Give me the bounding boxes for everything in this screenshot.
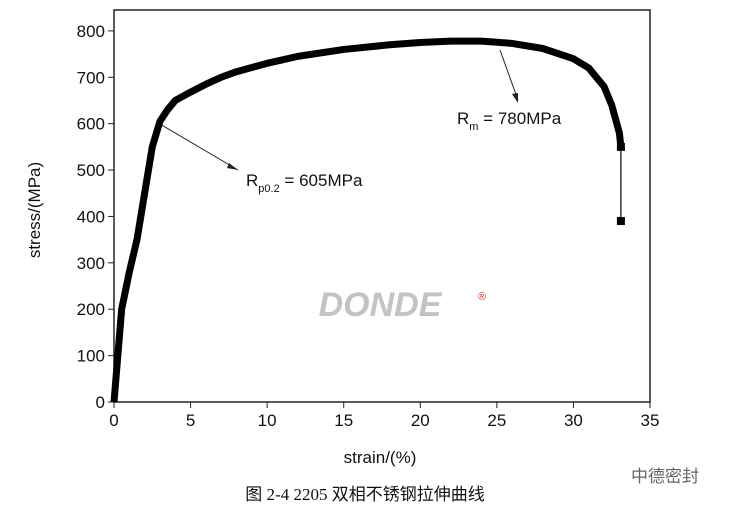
caption: 图 2-4 2205 双相不锈钢拉伸曲线 — [245, 485, 484, 504]
y-tick-label: 200 — [77, 300, 105, 319]
annotation-sub: p0.2 — [258, 183, 279, 195]
x-tick-label: 10 — [258, 411, 277, 430]
annotation: Rm = 780MPa — [457, 109, 562, 133]
y-tick-label: 600 — [77, 115, 105, 134]
annotation-rest: = 780MPa — [478, 109, 561, 128]
y-tick-label: 300 — [77, 254, 105, 273]
arrow-head — [512, 93, 518, 103]
x-tick-label: 0 — [109, 411, 118, 430]
y-tick-label: 0 — [96, 393, 105, 412]
plot-frame — [113, 9, 651, 403]
annotation-main: R — [457, 109, 469, 128]
y-tick-label: 400 — [77, 207, 105, 226]
y-tick-label: 700 — [77, 68, 105, 87]
watermark: DONDE — [319, 286, 443, 324]
x-tick-label: 25 — [487, 411, 506, 430]
x-tick-label: 30 — [564, 411, 583, 430]
x-tick-label: 35 — [641, 411, 660, 430]
y-tick-label: 500 — [77, 161, 105, 180]
x-tick-label: 5 — [186, 411, 195, 430]
arrow-head — [227, 163, 238, 170]
source-label: 中德密封 — [631, 467, 699, 486]
x-tick-label: 15 — [334, 411, 353, 430]
arrow — [499, 49, 519, 101]
x-axis-label: strain/(%) — [344, 448, 417, 467]
arrow — [159, 123, 239, 171]
y-axis-label: stress/(MPa) — [25, 162, 44, 258]
watermark-mark: ® — [478, 291, 486, 303]
series-thick — [110, 37, 625, 403]
y-tick-label: 800 — [77, 22, 105, 41]
annotation-sub: m — [469, 121, 478, 133]
annotation: Rp0.2 = 605MPa — [246, 171, 363, 195]
annotation-main: R — [246, 171, 258, 190]
annotation-rest: = 605MPa — [280, 171, 363, 190]
point — [616, 217, 625, 226]
point — [616, 142, 625, 151]
x-tick-label: 20 — [411, 411, 430, 430]
y-tick-label: 100 — [77, 347, 105, 366]
